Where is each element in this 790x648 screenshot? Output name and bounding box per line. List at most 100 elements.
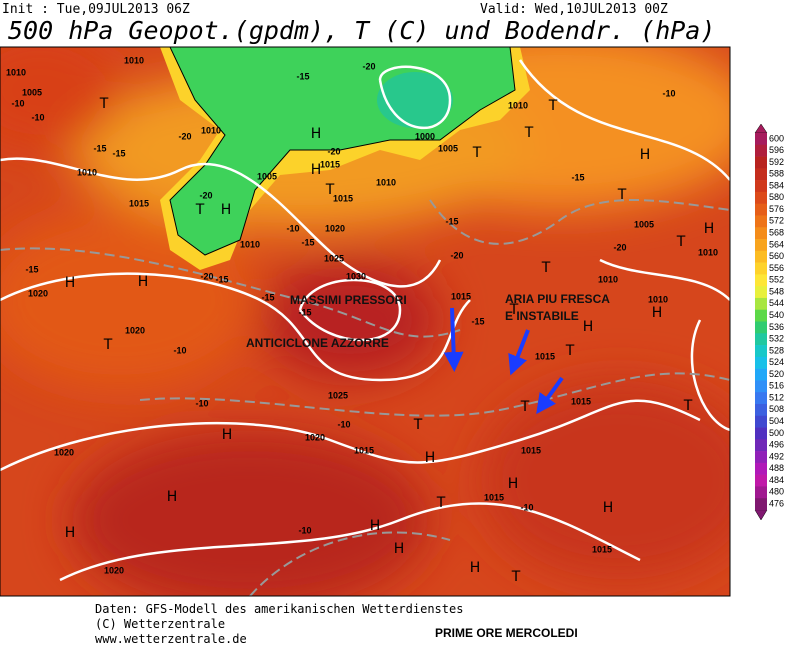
isobar-label: 1015 [484, 492, 504, 502]
colorbar-swatch [755, 309, 767, 322]
temperature-label: -15 [112, 148, 125, 158]
isobar-label: 1020 [305, 432, 325, 442]
colorbar-swatch [755, 227, 767, 240]
colorbar-label: 484 [769, 475, 784, 485]
colorbar-swatch [755, 451, 767, 464]
colorbar-arrow [754, 123, 768, 134]
colorbar-label: 548 [769, 286, 784, 296]
temperature-label: -15 [261, 292, 274, 302]
colorbar-label: 492 [769, 451, 784, 461]
colorbar-swatch [755, 168, 767, 181]
temperature-label: -20 [178, 131, 191, 141]
pressure-center: T [472, 145, 482, 161]
pressure-center: T [413, 417, 423, 433]
temperature-label: -15 [93, 143, 106, 153]
colorbar-swatch [755, 321, 767, 334]
pressure-center: H [425, 450, 436, 466]
colorbar-swatch [755, 427, 767, 440]
isobar-label: 1020 [325, 223, 345, 233]
colorbar-label: 576 [769, 204, 784, 214]
isobar-label: 1010 [124, 55, 144, 65]
pressure-center: H [222, 427, 233, 443]
pressure-center: H [221, 202, 232, 218]
annotation: E INSTABILE [505, 309, 579, 323]
pressure-center: T [520, 399, 530, 415]
colorbar-swatch [755, 191, 767, 204]
colorbar-swatch [755, 415, 767, 428]
colorbar-swatch [755, 262, 767, 275]
isobar-label: 1015 [451, 291, 471, 301]
temperature-label: -15 [296, 71, 309, 81]
colorbar-label: 524 [769, 357, 784, 367]
colorbar-label: 596 [769, 145, 784, 155]
annotation: ARIA PIU FRESCA [505, 292, 610, 306]
isobar-label: 1010 [648, 294, 668, 304]
pressure-center: T [524, 125, 534, 141]
colorbar-label: 528 [769, 345, 784, 355]
isobars [0, 59, 730, 582]
temperature-label: -20 [200, 271, 213, 281]
isobar-label: 1005 [257, 171, 277, 181]
pressure-center: T [511, 569, 521, 585]
colorbar-swatch [755, 274, 767, 287]
pressure-center: H [704, 221, 715, 237]
map-frame [0, 46, 731, 597]
colorbar-swatch [755, 203, 767, 216]
colorbar-swatch [755, 403, 767, 417]
isobar-label: 1010 [6, 67, 26, 77]
pressure-center: T [617, 187, 627, 203]
temperature-label: -10 [173, 345, 186, 355]
isobar-label: 1010 [508, 100, 528, 110]
colorbar-label: 504 [769, 416, 784, 426]
isobar-label: 1025 [324, 253, 344, 263]
colorbar-swatch [755, 486, 767, 499]
isobar-label: 1010 [598, 274, 618, 284]
footer-source: Daten: GFS-Modell des amerikanischen Wet… [95, 602, 463, 616]
pressure-center: H [65, 275, 76, 291]
temperature-label: -15 [571, 172, 584, 182]
temperature-label: -10 [337, 419, 350, 429]
isobar-label: 1010 [201, 125, 221, 135]
colorbar-swatch [755, 356, 767, 369]
pressure-center: H [583, 319, 594, 335]
colorbar-swatch [755, 380, 767, 393]
pressure-center: T [99, 96, 109, 112]
pressure-center: H [370, 518, 381, 534]
isobar-label: 1010 [376, 177, 396, 187]
temperature-label: -20 [613, 242, 626, 252]
colorbar-swatch [755, 392, 767, 405]
pressure-center: T [195, 202, 205, 218]
colorbar-label: 512 [769, 392, 784, 402]
isobar-label: 1000 [415, 131, 435, 141]
temperature-label: -15 [471, 316, 484, 326]
pressure-center: T [548, 98, 558, 114]
colorbar-label: 544 [769, 298, 784, 308]
isobar-label: 1030 [346, 271, 366, 281]
temperature-label: -10 [195, 398, 208, 408]
pressure-center: H [640, 147, 651, 163]
colorbar-label: 500 [769, 428, 784, 438]
isobar-label: 1015 [571, 396, 591, 406]
pressure-center: H [65, 525, 76, 541]
temperature-label: -20 [450, 250, 463, 260]
colorbar-label: 516 [769, 381, 784, 391]
colorbar-label: 556 [769, 263, 784, 273]
isobar-label: 1005 [22, 87, 42, 97]
pressure-center: T [436, 495, 446, 511]
isobar-label: 1015 [320, 159, 340, 169]
colorbar-swatch [755, 297, 767, 311]
map-title: 500 hPa Geopot.(gpdm), T (C) und Bodendr… [8, 16, 715, 45]
isobar-label: 1015 [521, 445, 541, 455]
isobar-label: 1020 [54, 447, 74, 457]
temperature-label: -10 [31, 112, 44, 122]
colorbar-label: 540 [769, 310, 784, 320]
temperature-label: -15 [25, 264, 38, 274]
colorbar-label: 584 [769, 180, 784, 190]
colorbar-label: 560 [769, 251, 784, 261]
colorbar-swatch [755, 156, 767, 169]
colorbar-swatch [755, 180, 767, 193]
colorbar-label: 532 [769, 334, 784, 344]
isobar-label: 1020 [28, 288, 48, 298]
colorbar-swatch [755, 498, 767, 511]
